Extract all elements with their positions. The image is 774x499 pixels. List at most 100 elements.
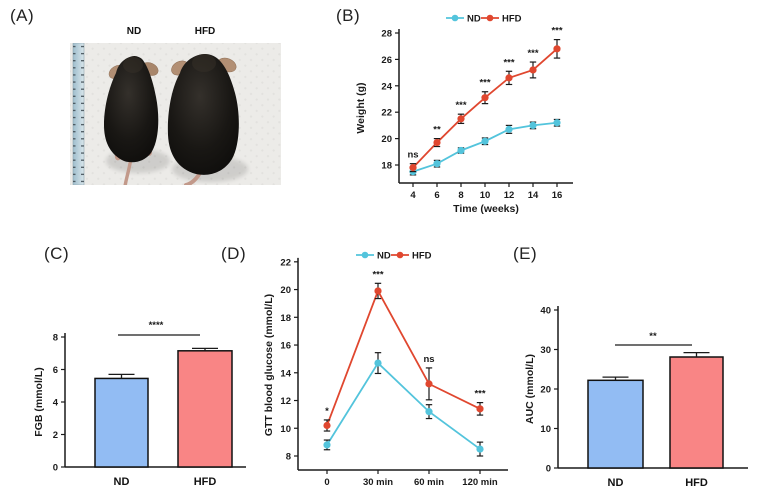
hfd-series: [323, 282, 484, 432]
nd-legend-marker: [361, 251, 369, 259]
svg-text:4: 4: [53, 398, 59, 409]
nd-point: [529, 121, 537, 129]
svg-text:12: 12: [280, 396, 291, 407]
hfd-point: [481, 94, 489, 102]
significance-label: ***: [474, 389, 485, 400]
svg-text:0: 0: [53, 463, 58, 474]
mice-photo-svg: [70, 42, 281, 188]
svg-text:120 min: 120 min: [462, 477, 498, 488]
legend: ND HFD: [356, 251, 432, 262]
hfd-legend-label: HFD: [502, 14, 522, 25]
svg-text:10: 10: [540, 424, 551, 435]
y-axis-title: Weight (g): [355, 82, 367, 133]
svg-text:8: 8: [286, 452, 291, 463]
nd-series: [409, 118, 561, 176]
weight-chart-svg: 18 20 22 24 26 28 Weight (g) 4 6 8 10 12 14 16 Time (w…: [355, 14, 573, 215]
nd-mouse: [104, 56, 159, 188]
hfd-point: [323, 421, 331, 430]
svg-text:20: 20: [280, 285, 291, 296]
svg-text:26: 26: [381, 55, 392, 66]
nd-point: [553, 119, 561, 127]
fgb-bar-chart: 0 2 4 6 8 FGB (mmol/L) ND HFD ****: [28, 313, 250, 499]
y-axis: 18 20 22 24 26 28 Weight (g): [355, 29, 400, 183]
nd-category-label: ND: [608, 477, 624, 489]
significance-label: ns: [407, 150, 418, 161]
y-axis: 8 10 12 14 16 18 20 22 GTT blood glucose (mmol/L…: [263, 257, 299, 470]
nd-legend-label: ND: [467, 14, 481, 25]
hfd-point: [553, 45, 561, 53]
svg-text:30 min: 30 min: [363, 477, 393, 488]
hfd-bar: [177, 350, 233, 468]
hfd-legend-marker: [486, 14, 494, 22]
y-axis: 0 2 4 6 8 FGB (mmol/L): [33, 333, 66, 474]
svg-text:4: 4: [410, 190, 416, 201]
svg-text:20: 20: [381, 134, 392, 145]
svg-text:18: 18: [381, 161, 392, 172]
ruler: [72, 42, 85, 186]
hfd-mouse-body: [167, 54, 239, 175]
significance-label: **: [649, 331, 657, 342]
significance-label: ***: [527, 48, 538, 59]
hfd-point: [409, 164, 417, 172]
hfd-line: [326, 288, 481, 426]
nd-point: [425, 408, 433, 416]
significance-label: **: [433, 125, 441, 136]
svg-text:14: 14: [528, 190, 539, 201]
hfd-point: [457, 115, 465, 123]
svg-text:8: 8: [53, 333, 58, 344]
svg-text:2: 2: [53, 430, 58, 441]
significance-label: ***: [551, 26, 562, 37]
svg-text:24: 24: [381, 81, 392, 92]
hfd-point: [425, 380, 433, 388]
svg-text:0: 0: [324, 477, 329, 488]
y-axis-title: FGB (mmol/L): [33, 367, 45, 436]
panel-d-label: (D): [221, 244, 247, 263]
hfd-bar-group: [669, 352, 724, 469]
svg-text:60 min: 60 min: [414, 477, 444, 488]
nd-legend-label: ND: [377, 251, 391, 262]
significance-label: *: [325, 406, 329, 417]
significance-label: ***: [503, 57, 514, 68]
auc-bar-chart: 0 10 20 30 40 AUC (mmol/L) ND HFD **: [518, 298, 774, 499]
hfd-bar-group: [177, 347, 233, 468]
significance-label: ***: [455, 100, 466, 111]
hfd-legend-marker: [396, 251, 404, 259]
svg-text:10: 10: [280, 424, 291, 435]
nd-legend-marker: [451, 14, 459, 22]
svg-text:22: 22: [381, 108, 392, 119]
svg-text:10: 10: [480, 190, 491, 201]
svg-text:8: 8: [458, 190, 463, 201]
hfd-point: [505, 74, 513, 82]
nd-bar: [587, 379, 644, 469]
svg-text:40: 40: [540, 306, 551, 317]
weight-line-chart: 18 20 22 24 26 28 Weight (g) 4 6 8 10 12 14 16 Time (w…: [330, 5, 605, 230]
nd-series: [323, 352, 484, 457]
svg-text:20: 20: [540, 385, 551, 396]
significance-label: ***: [479, 78, 490, 89]
svg-text:6: 6: [434, 190, 439, 201]
legend: ND HFD: [446, 14, 522, 25]
nd-point: [505, 125, 513, 133]
y-axis: 0 10 20 30 40 AUC (mmol/L): [524, 306, 559, 475]
svg-text:16: 16: [280, 341, 291, 352]
x-axis-title: Time (weeks): [453, 203, 519, 215]
nd-point: [374, 359, 382, 367]
hfd-category-label: HFD: [194, 476, 217, 488]
nd-point: [476, 445, 484, 453]
hfd-bar: [669, 356, 724, 469]
hfd-point: [433, 138, 441, 147]
svg-text:22: 22: [280, 257, 291, 268]
hfd-point: [374, 287, 382, 295]
nd-mouse-body: [104, 56, 159, 163]
svg-text:18: 18: [280, 313, 291, 324]
hfd-mouse: [167, 54, 239, 187]
gtt-chart-svg: 8 10 12 14 16 18 20 22 GTT blood glucose (mmol/L…: [263, 251, 508, 488]
auc-chart-svg: 0 10 20 30 40 AUC (mmol/L) ND HFD **: [524, 306, 748, 489]
nd-mouse-head: [123, 57, 143, 73]
nd-point: [433, 160, 441, 168]
fgb-chart-svg: 0 2 4 6 8 FGB (mmol/L) ND HFD ****: [33, 320, 246, 488]
nd-bar-group: [94, 373, 149, 468]
nd-bar: [94, 377, 149, 468]
x-axis: 0 30 min 60 min 120 min: [298, 469, 508, 488]
